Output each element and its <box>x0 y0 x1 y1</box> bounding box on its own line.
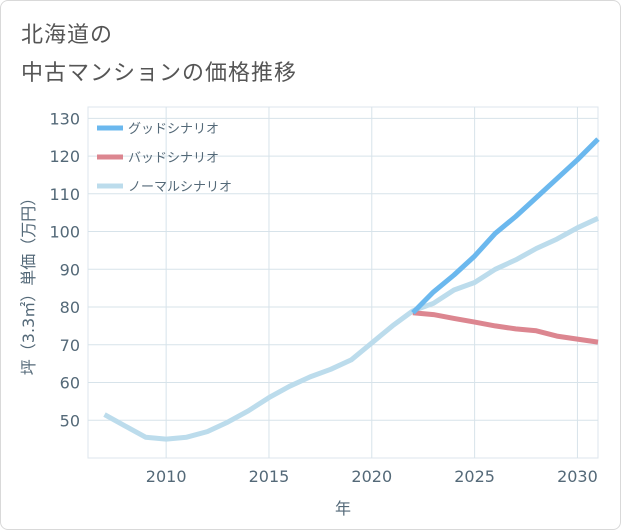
y-tick-label: 90 <box>60 260 80 279</box>
y-tick-label: 110 <box>49 185 80 204</box>
x-tick-label: 2010 <box>146 467 187 486</box>
plot-area <box>87 106 599 459</box>
y-tick-label: 80 <box>60 298 80 317</box>
y-tick-label: 130 <box>49 109 80 128</box>
series-line-1 <box>411 137 600 315</box>
y-axis-title: 坪（3.3㎡）単価（万円） <box>19 190 38 375</box>
x-tick-label: 2025 <box>454 467 495 486</box>
legend-label: グッドシナリオ <box>128 122 219 137</box>
y-tick-label: 50 <box>60 411 80 430</box>
x-axis-title: 年 <box>335 499 351 518</box>
x-tick-label: 2015 <box>249 467 290 486</box>
y-tick-label: 70 <box>60 336 80 355</box>
legend-label: バッドシナリオ <box>128 151 219 166</box>
y-tick-label: 60 <box>60 374 80 393</box>
x-tick-label: 2020 <box>351 467 392 486</box>
legend-label: ノーマルシナリオ <box>128 180 232 195</box>
y-tick-label: 120 <box>49 147 80 166</box>
series-line-2 <box>412 310 599 345</box>
chart-title-line-1: 北海道の <box>21 23 114 48</box>
y-tick-label: 100 <box>49 223 80 242</box>
series-line-3 <box>103 216 600 442</box>
chart-title-line-2: 中古マンションの価格推移 <box>21 61 298 86</box>
x-tick-label: 2030 <box>557 467 598 486</box>
